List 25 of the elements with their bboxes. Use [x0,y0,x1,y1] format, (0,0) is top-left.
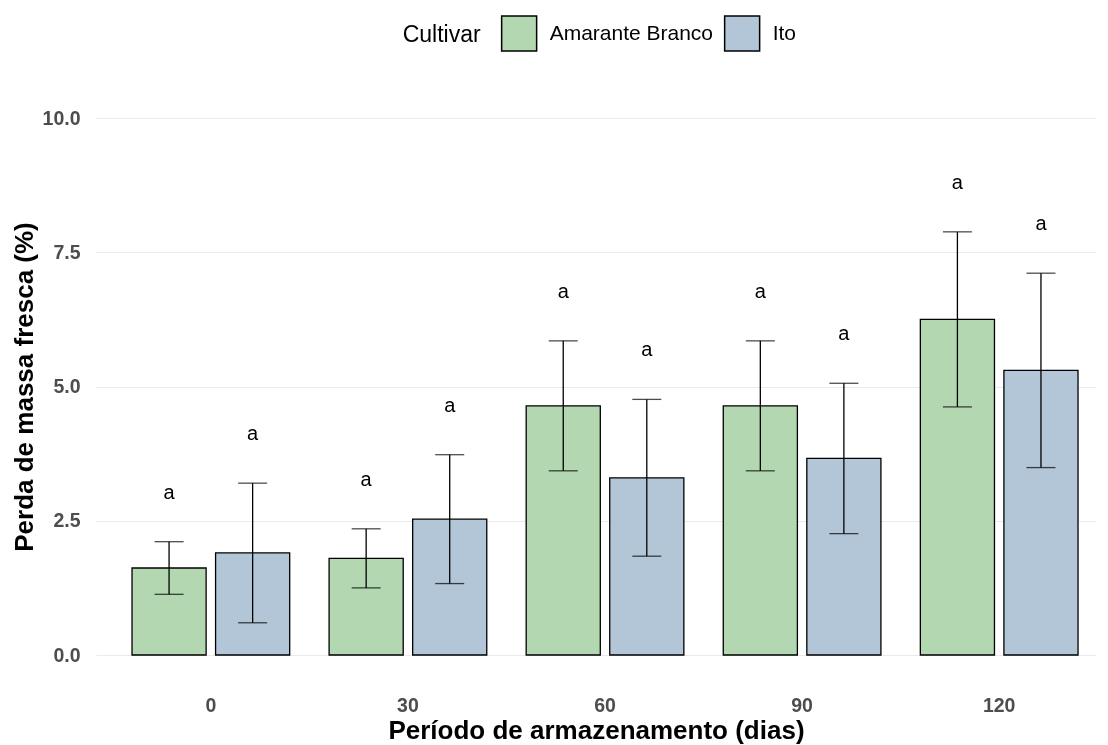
y-tick-label: 5.0 [53,375,81,397]
legend-label: Amarante Branco [549,20,714,44]
annotation: a [360,467,373,490]
y-tick-label: 7.5 [53,240,81,263]
legend-title: Cultivar [402,21,481,47]
annotation: a [557,279,570,302]
x-tick-label: 30 [397,693,419,716]
x-tick-label: 60 [594,693,617,716]
x-tick-label: 120 [982,693,1016,716]
annotation: a [163,480,176,503]
y-tick-label: 10.0 [42,106,81,129]
x-axis-title: Período de armazenamento (dias) [388,715,805,745]
annotation: a [951,170,964,193]
annotation: a [444,393,457,416]
y-tick-label: 0.0 [53,643,81,666]
legend-label: Ito [772,20,796,44]
y-tick-label: 2.5 [53,509,81,532]
x-tick-label: 0 [205,693,217,716]
annotation: a [1035,212,1048,235]
annotation: a [641,338,654,361]
annotation: a [838,322,851,345]
y-axis-title: Perda de massa fresca (%) [8,222,39,552]
x-tick-label: 90 [791,693,814,716]
annotation: a [754,279,767,302]
annotation: a [247,422,260,445]
